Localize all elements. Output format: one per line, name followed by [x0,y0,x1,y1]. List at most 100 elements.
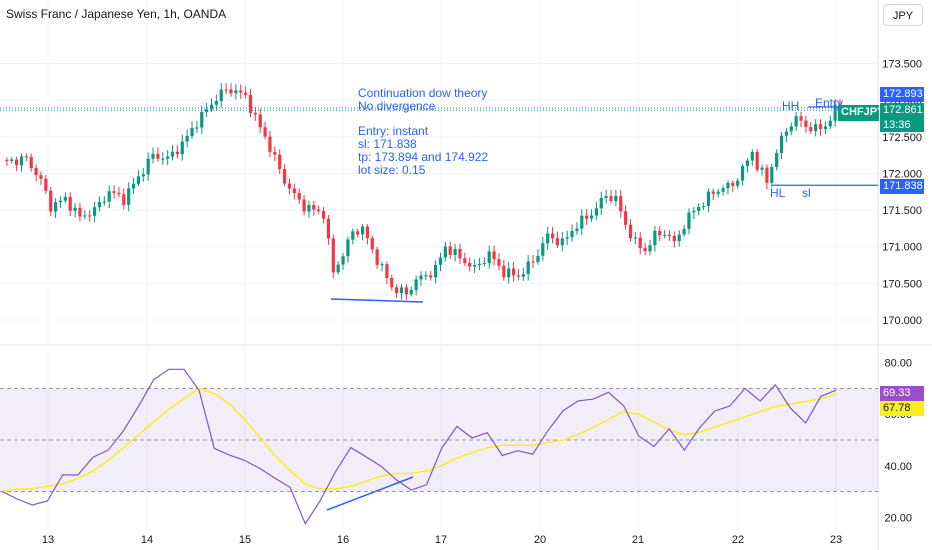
candle-body [219,89,223,102]
candle-body [594,208,598,216]
candle-body [589,215,594,219]
candle-body [648,245,652,252]
candle-body [424,275,428,277]
candle-body [136,176,141,184]
candle-body [643,248,647,252]
candle-body [560,238,564,246]
candle-body [497,259,501,266]
x-tick-label: 20 [534,534,546,546]
candle-body [438,257,443,265]
x-tick-label: 17 [435,534,447,546]
sl-label: sl [802,186,811,200]
candle-body [624,211,628,225]
candle-body [521,274,525,277]
candle-body [565,237,569,239]
candle-body [380,264,384,266]
candle-body [336,264,340,273]
rsi-tick-label: 40.00 [884,461,912,473]
candle-body [248,94,253,114]
price-tick-label: 172.000 [882,168,922,180]
candle-body [395,287,399,294]
price-tick-label: 171.000 [882,242,922,254]
candle-body [750,152,754,161]
candle-body [633,237,637,239]
candle-body [161,158,165,160]
currency-button[interactable]: JPY [883,4,923,26]
candle-body [546,233,550,244]
candle-body [292,188,296,194]
candle-body [667,234,672,236]
candle-body [716,191,720,194]
candle-body [63,196,67,201]
candle-body [117,192,121,195]
candle-body [273,151,277,155]
candle-body [88,215,92,217]
candle-body [434,264,438,278]
candle-body [619,195,623,212]
note-line: lot size: 0.15 [358,162,426,177]
candle-body [307,205,311,212]
candle-body [39,175,43,179]
candle-body [443,246,447,258]
candle-body [706,191,711,207]
candle-body [765,167,769,183]
candle-body [468,263,472,267]
chart-title: Swiss Franc / Japanese Yen, 1h, OANDA [6,7,227,21]
candle-body [526,261,530,275]
candle-body [585,215,589,219]
hl-label: HL [770,186,786,200]
candle-body [682,228,686,235]
candle-body [414,279,418,290]
candle-body [34,168,38,176]
candle-body [326,218,331,239]
candle-body [297,193,301,200]
candle-body [409,289,413,295]
candle-body [185,136,189,142]
candle-body [511,268,516,276]
candle-body [663,234,667,236]
price-trendline [330,298,424,303]
candle-body [794,116,798,127]
candle-body [200,111,204,128]
candle-body [609,196,613,202]
candle-body [677,234,681,242]
candle-body [239,90,243,93]
candle-body [360,226,365,235]
candle-body [175,151,179,155]
candle-body [604,196,608,198]
countdown-badge: 13:36 [880,118,924,132]
note-line: No divergence [358,98,436,113]
candle-body [653,230,657,246]
candle-body [282,169,287,184]
candle-body [141,174,145,177]
candle-body [346,239,350,257]
note-line: tp: 173.894 and 174.922 [358,150,489,164]
candle-body [453,248,457,255]
rsi-ma-badge: 67.78 [880,401,924,416]
x-tick-label: 14 [141,534,153,546]
candle-body [399,287,404,294]
candle-body [721,188,725,192]
drawings [0,106,878,511]
candle-body [502,265,506,278]
candle-body [180,141,184,155]
candle-body [370,238,374,250]
x-tick-label: 22 [732,534,744,546]
candle-body [102,201,106,203]
price-tick-label: 173.500 [882,58,922,70]
candle-body [190,127,194,137]
candle-body [287,183,292,189]
candle-body [672,235,676,242]
candle-body [92,207,97,216]
candle-body [97,201,102,208]
candle-body [127,188,131,205]
candle-body [580,215,584,229]
candle-body [516,275,521,277]
candle-body [234,90,238,94]
rsi-tick-label: 80.00 [884,358,912,370]
note-line: sl: 171.838 [358,137,417,152]
symbol-badge: CHFJPY [838,105,884,121]
